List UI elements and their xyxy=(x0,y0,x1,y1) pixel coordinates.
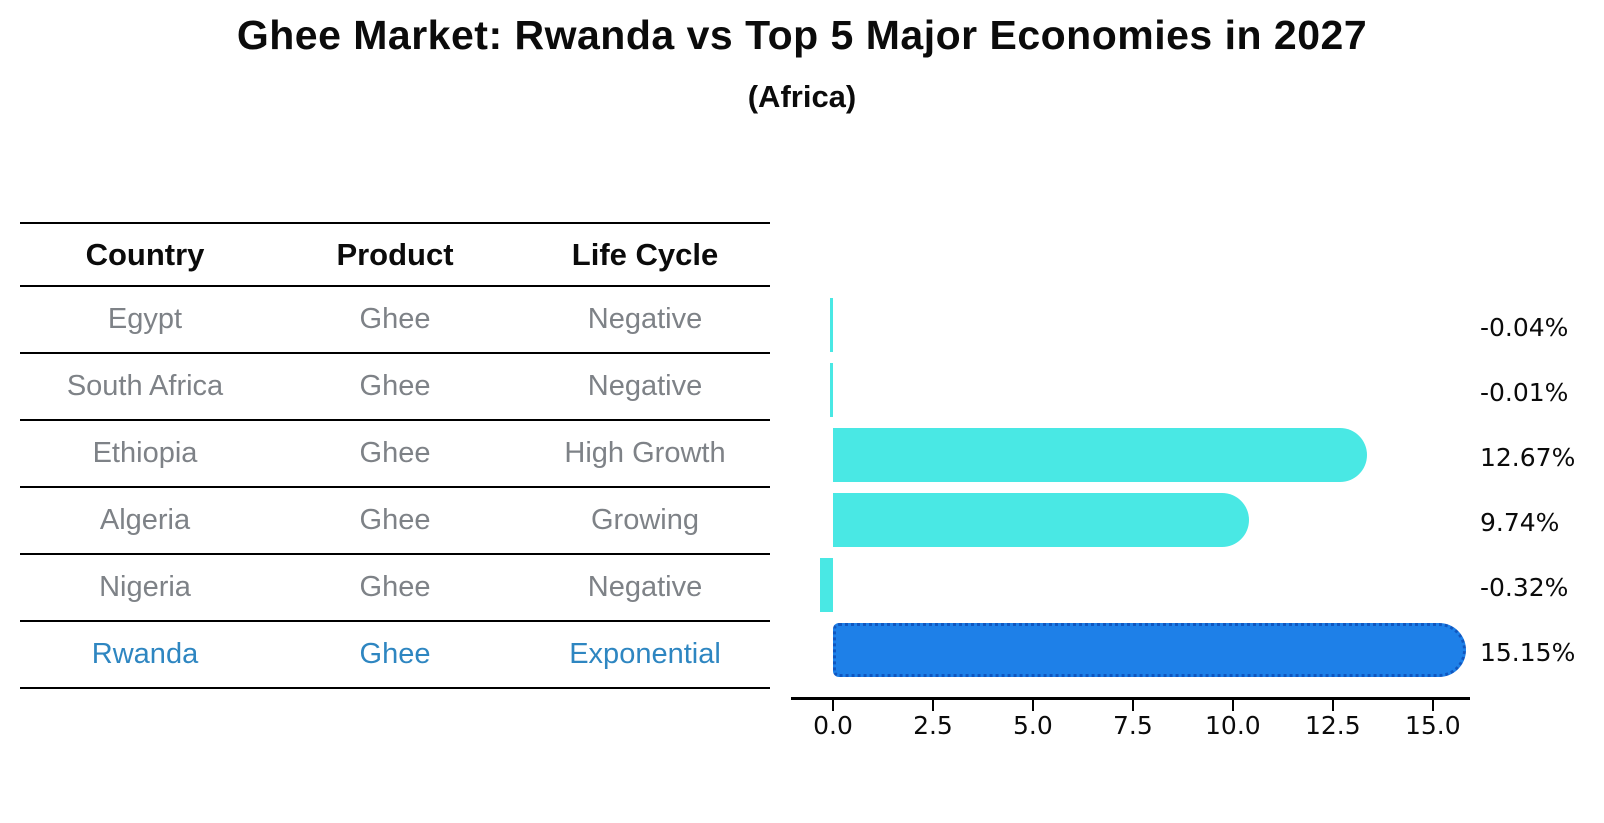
country-cell: Egypt xyxy=(107,303,183,335)
life-cycle-cell: High Growth xyxy=(564,437,726,469)
life-cycle-cell: Negative xyxy=(587,571,703,603)
x-tick-mark xyxy=(1231,699,1235,711)
bar-value-label: -0.01% xyxy=(1480,377,1569,407)
life-cycle-cell: Exponential xyxy=(569,638,721,670)
country-cell: South Africa xyxy=(66,370,224,402)
x-tick-label: 2.5 xyxy=(913,711,953,740)
product-cell: Ghee xyxy=(359,370,431,402)
bar-value-label: 12.67% xyxy=(1480,442,1576,472)
chart-subtitle: (Africa) xyxy=(747,79,857,114)
bar-value-label: -0.32% xyxy=(1480,572,1569,602)
country-bar xyxy=(820,558,833,612)
product-cell: Ghee xyxy=(359,303,431,335)
table-row: South Africa Ghee Negative xyxy=(20,354,770,421)
x-tick-label: 15.0 xyxy=(1404,711,1461,740)
bar-value-label: 15.15% xyxy=(1480,637,1576,667)
country-table: Country Product Life Cycle Egypt Ghee Ne… xyxy=(20,222,770,689)
product-cell: Ghee xyxy=(359,638,431,670)
col-header-country: Country xyxy=(85,237,205,272)
country-bar xyxy=(829,363,833,417)
life-cycle-cell: Negative xyxy=(587,370,703,402)
x-tick-mark xyxy=(1031,699,1035,711)
country-cell: Nigeria xyxy=(99,571,191,603)
x-tick-label: 10.0 xyxy=(1205,711,1261,740)
x-tick-label: 7.5 xyxy=(1113,711,1153,740)
x-tick-mark xyxy=(831,699,835,711)
table-header-row: Country Product Life Cycle xyxy=(20,224,770,287)
life-cycle-cell: Negative xyxy=(587,303,703,335)
table-row: Ethiopia Ghee High Growth xyxy=(20,421,770,488)
country-bar xyxy=(832,493,1250,547)
table-row: Nigeria Ghee Negative xyxy=(20,555,770,622)
life-cycle-cell: Growing xyxy=(591,504,699,536)
highlight-bar xyxy=(832,623,1466,677)
x-tick-label: 0.0 xyxy=(813,711,853,740)
x-tick-label: 5.0 xyxy=(1013,711,1053,740)
country-cell: Algeria xyxy=(99,504,191,536)
x-tick-mark xyxy=(931,699,935,711)
x-tick-mark xyxy=(1431,699,1435,711)
table-row: Egypt Ghee Negative xyxy=(20,287,770,354)
bar-value-label: -0.04% xyxy=(1480,312,1569,342)
col-header-lifecycle: Life Cycle xyxy=(571,237,719,272)
x-tick-mark xyxy=(1131,699,1135,711)
product-cell: Ghee xyxy=(359,504,431,536)
col-header-product: Product xyxy=(336,237,454,272)
table-row-highlight: Rwanda Ghee Exponential xyxy=(20,622,770,689)
product-cell: Ghee xyxy=(359,571,431,603)
table-row: Algeria Ghee Growing xyxy=(20,488,770,555)
x-tick-mark xyxy=(1331,699,1335,711)
product-cell: Ghee xyxy=(359,437,431,469)
country-bar xyxy=(832,428,1367,482)
country-bar xyxy=(829,298,833,352)
chart-title: Ghee Market: Rwanda vs Top 5 Major Econo… xyxy=(236,12,1368,58)
x-tick-label: 12.5 xyxy=(1304,711,1361,740)
x-axis xyxy=(791,697,1470,700)
bar-value-label: 9.74% xyxy=(1480,507,1560,537)
country-cell: Rwanda xyxy=(91,638,199,670)
country-cell: Ethiopia xyxy=(92,437,198,469)
